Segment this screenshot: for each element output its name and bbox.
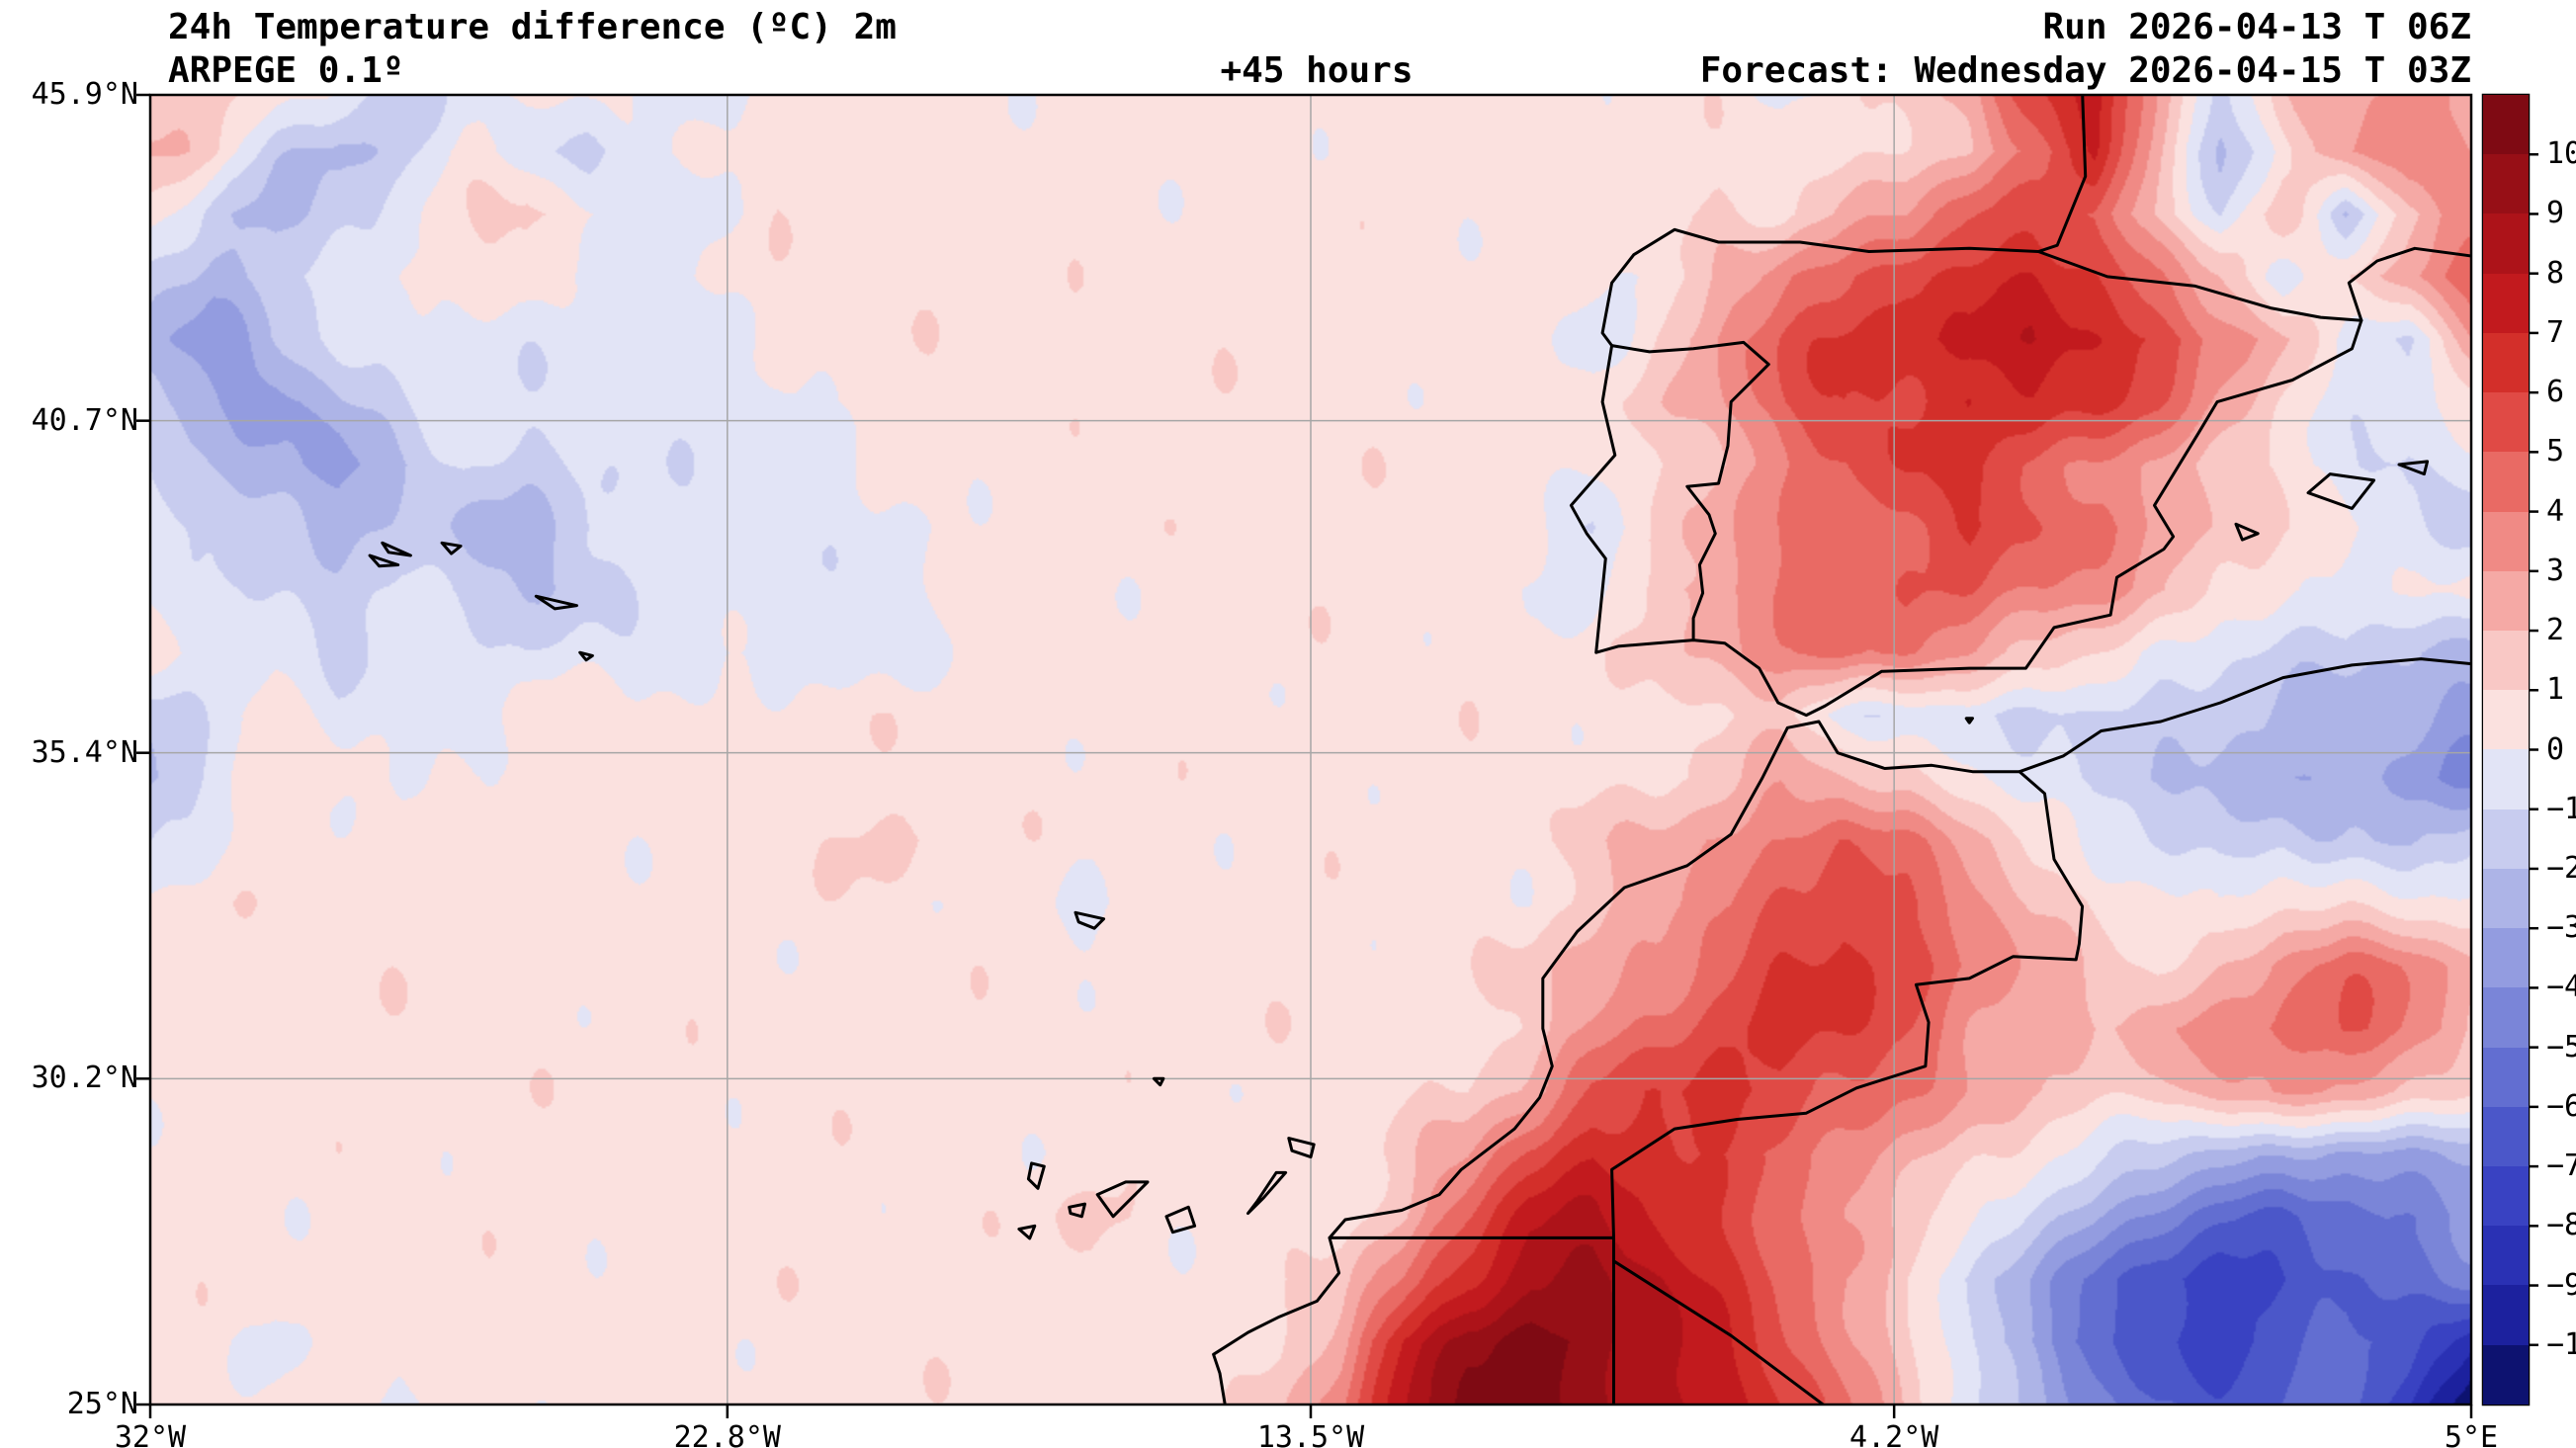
colorbar-cell: [2483, 690, 2529, 750]
colorbar-tick-label: −8: [2546, 1208, 2576, 1243]
x-tick-label: 5°E: [2444, 1420, 2499, 1448]
colorbar-cell: [2483, 392, 2529, 453]
y-tick-label: 25°N: [66, 1387, 138, 1421]
colorbar-tick-label: −3: [2546, 910, 2576, 946]
colorbar-tick-label: −6: [2546, 1088, 2576, 1124]
colorbar-tick-label: −2: [2546, 850, 2576, 886]
colorbar-cell: [2483, 1226, 2529, 1286]
colorbar-cell: [2483, 1285, 2529, 1345]
y-tick-label: 35.4°N: [31, 734, 138, 770]
x-tick-label: 22.8°W: [673, 1420, 781, 1448]
colorbar-tick-label: 2: [2546, 613, 2565, 648]
colorbar-cell: [2483, 332, 2529, 393]
colorbar-cell: [2483, 95, 2529, 155]
colorbar-cell: [2483, 987, 2529, 1048]
model-label: ARPEGE 0.1º: [168, 50, 404, 91]
colorbar-tick-label: −4: [2546, 970, 2576, 1005]
colorbar-cell: [2483, 928, 2529, 988]
colorbar-tick-label: 3: [2546, 553, 2565, 588]
colorbar-cell: [2483, 1165, 2529, 1227]
colorbar-cell: [2483, 452, 2529, 512]
colorbar-tick-label: −10: [2546, 1326, 2576, 1362]
colorbar-tick-label: 6: [2546, 375, 2565, 410]
temperature-difference-field: [150, 95, 2471, 1405]
colorbar-cell: [2483, 809, 2529, 869]
colorbar-tick-label: −5: [2546, 1029, 2576, 1065]
colorbar-tick-label: 0: [2546, 731, 2565, 767]
colorbar-tick-label: −9: [2546, 1267, 2576, 1303]
colorbar: [2483, 95, 2529, 1405]
y-tick-label: 45.9°N: [31, 77, 138, 112]
colorbar-cell: [2483, 1106, 2529, 1166]
colorbar-tick-label: 9: [2546, 196, 2565, 231]
colorbar-cell: [2483, 630, 2529, 691]
y-tick-label: 40.7°N: [31, 402, 138, 438]
colorbar-cell: [2483, 1344, 2529, 1405]
colorbar-tick-label: 8: [2546, 255, 2565, 291]
colorbar-tick-label: 7: [2546, 314, 2565, 350]
colorbar-cell: [2483, 273, 2529, 333]
chart-title: 24h Temperature difference (ºC) 2m: [168, 7, 897, 47]
colorbar-cell: [2483, 868, 2529, 929]
x-tick-label: 32°W: [114, 1420, 187, 1448]
forecast-label: Forecast: Wednesday 2026-04-15 T 03Z: [1699, 50, 2471, 91]
colorbar-tick-label: −7: [2546, 1149, 2576, 1184]
colorbar-tick-label: −1: [2546, 791, 2576, 826]
colorbar-tick-label: 4: [2546, 493, 2565, 529]
x-tick-label: 13.5°W: [1256, 1420, 1365, 1448]
lead-time-label: +45 hours: [1220, 50, 1414, 91]
run-label: Run 2026-04-13 T 06Z: [2042, 7, 2471, 47]
colorbar-cell: [2483, 154, 2529, 214]
x-tick-label: 4.2°W: [1849, 1420, 1939, 1448]
colorbar-cell: [2483, 511, 2529, 571]
colorbar-tick-label: 1: [2546, 672, 2565, 708]
y-tick-label: 30.2°N: [31, 1061, 138, 1096]
colorbar-cell: [2483, 1047, 2529, 1107]
colorbar-cell: [2483, 213, 2529, 274]
colorbar-tick-label: 10: [2546, 136, 2576, 172]
colorbar-tick-label: 5: [2546, 434, 2565, 469]
colorbar-cell: [2483, 749, 2529, 809]
colorbar-cell: [2483, 570, 2529, 631]
